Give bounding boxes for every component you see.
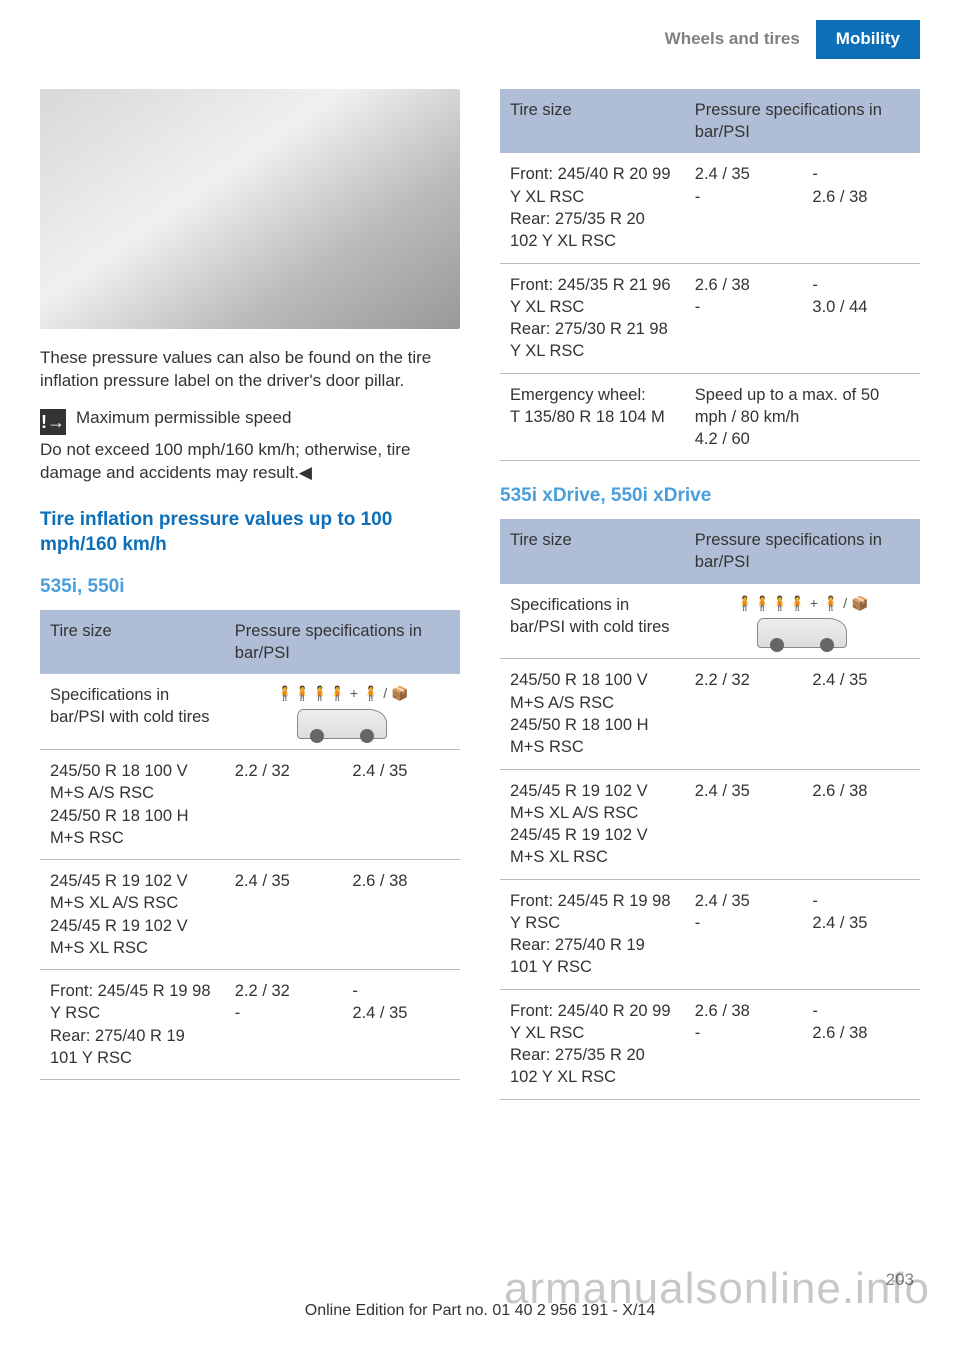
pressure-table-b: Tire size Pressure specifications in bar… [500, 519, 920, 1100]
table-cell: - 2.4 / 35 [802, 879, 920, 989]
page-number: 203 [886, 1269, 914, 1292]
table-cell: Emergency wheel: T 135/80 R 18 104 M [500, 373, 685, 461]
table-cell: 2.6 / 38 [342, 860, 460, 970]
header-chapter: Mobility [816, 20, 920, 59]
spec-label: Specifications in bar/PSI with cold tire… [500, 584, 685, 659]
th-pressure: Pressure specifications in bar/PSI [685, 519, 920, 584]
table-cell: 245/50 R 18 100 V M+S A/S RSC 245/50 R 1… [40, 750, 225, 860]
tire-load-icons: 🧍🧍🧍🧍 + 🧍 / 📦 [225, 674, 460, 749]
table-cell: 2.4 / 35 [802, 659, 920, 769]
table-cell: 2.4 / 35 - [685, 879, 803, 989]
table-cell: Front: 245/40 R 20 99 Y XL RSC Rear: 275… [500, 153, 685, 263]
table-cell: - 3.0 / 44 [802, 263, 920, 373]
table-cell: 2.2 / 32 [685, 659, 803, 769]
table-cell: Speed up to a max. of 50 mph / 80 km/h 4… [685, 373, 920, 461]
section-heading: Tire inflation pressure values up to 100… [40, 507, 460, 558]
th-pressure: Pressure specifications in bar/PSI [685, 89, 920, 154]
tire-load-icons: 🧍🧍🧍🧍 + 🧍 / 📦 [685, 584, 920, 659]
table-cell: 2.2 / 32 [225, 750, 343, 860]
th-tire-size: Tire size [500, 519, 685, 584]
pressure-table-a: Tire size Pressure specifications in bar… [40, 610, 460, 1081]
table-cell: 2.6 / 38 - [685, 263, 803, 373]
table-cell: 2.6 / 38 - [685, 989, 803, 1099]
table-cell: Front: 245/40 R 20 99 Y XL RSC Rear: 275… [500, 989, 685, 1099]
model-heading-a: 535i, 550i [40, 574, 460, 600]
table-cell: Front: 245/45 R 19 98 Y RSC Rear: 275/40… [500, 879, 685, 989]
table-cell: - 2.6 / 38 [802, 989, 920, 1099]
table-cell: 245/45 R 19 102 V M+S XL A/S RSC 245/45 … [40, 860, 225, 970]
intro-paragraph: These pressure values can also be found … [40, 347, 460, 393]
table-cell: 2.2 / 32 - [225, 970, 343, 1080]
table-cell: 245/50 R 18 100 V M+S A/S RSC 245/50 R 1… [500, 659, 685, 769]
warning-block: !→ Maximum permissible speed [40, 407, 460, 435]
warning-body: Do not exceed 100 mph/160 km/h; otherwis… [40, 439, 460, 485]
table-cell: Front: 245/45 R 19 98 Y RSC Rear: 275/40… [40, 970, 225, 1080]
table-cell: - 2.4 / 35 [342, 970, 460, 1080]
table-cell: 2.6 / 38 [802, 769, 920, 879]
warning-icon: !→ [40, 409, 66, 435]
header-section: Wheels and tires [649, 20, 816, 59]
pressure-table-a-cont: Tire size Pressure specifications in bar… [500, 89, 920, 461]
spec-label: Specifications in bar/PSI with cold tire… [40, 674, 225, 749]
page-header: Wheels and tires Mobility [40, 20, 920, 59]
table-cell: 2.4 / 35 - [685, 153, 803, 263]
door-pillar-image [40, 89, 460, 329]
table-cell: 2.4 / 35 [685, 769, 803, 879]
th-tire-size: Tire size [40, 610, 225, 675]
footer-text: Online Edition for Part no. 01 40 2 956 … [0, 1300, 960, 1322]
table-cell: 2.4 / 35 [225, 860, 343, 970]
table-cell: 245/45 R 19 102 V M+S XL A/S RSC 245/45 … [500, 769, 685, 879]
warning-title: Maximum permissible speed [76, 407, 460, 430]
model-heading-b: 535i xDrive, 550i xDrive [500, 483, 920, 509]
th-pressure: Pressure specifications in bar/PSI [225, 610, 460, 675]
th-tire-size: Tire size [500, 89, 685, 154]
table-cell: Front: 245/35 R 21 96 Y XL RSC Rear: 275… [500, 263, 685, 373]
table-cell: - 2.6 / 38 [802, 153, 920, 263]
table-cell: 2.4 / 35 [342, 750, 460, 860]
